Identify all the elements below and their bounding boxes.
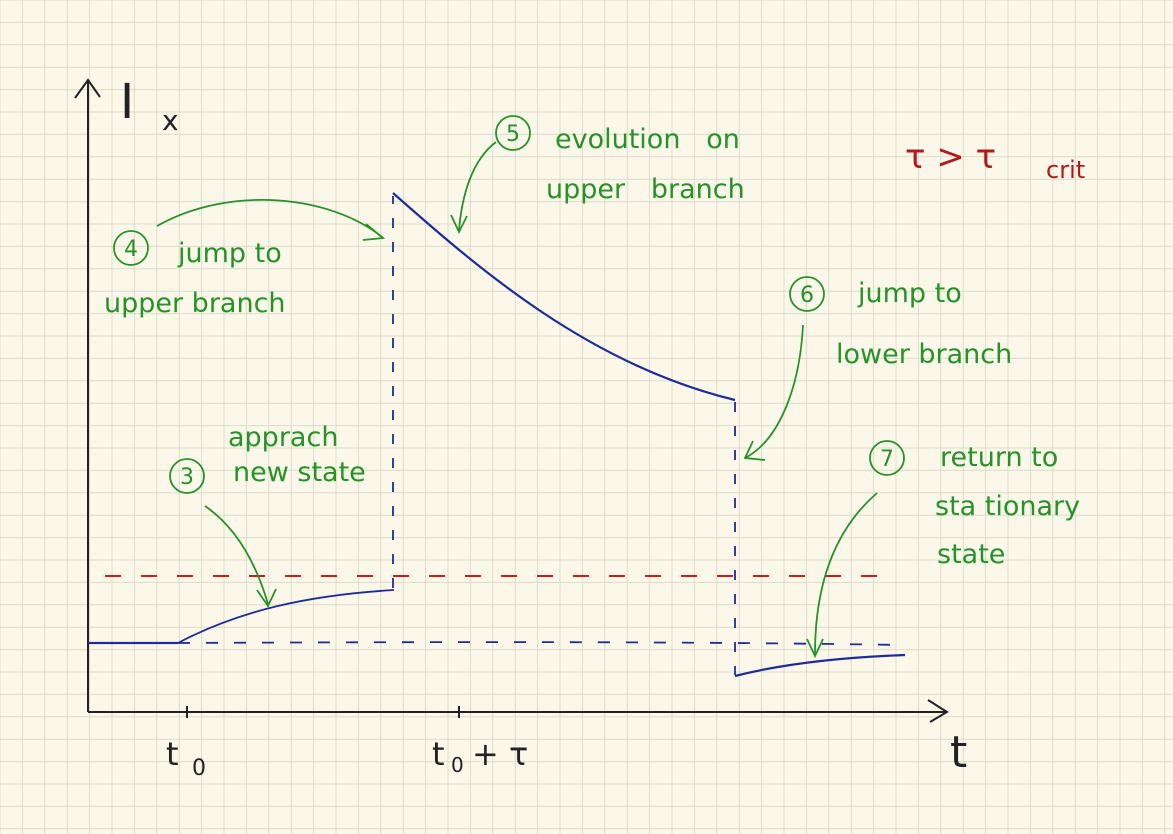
tick-label-t0-plus-tau-subscript: 0	[451, 753, 464, 777]
marker-7-circle	[869, 440, 905, 476]
marker-4-number: 4	[124, 237, 138, 262]
marker-3-number: 3	[180, 465, 194, 490]
arrow-4	[156, 198, 383, 238]
arrow-7-head	[806, 638, 824, 659]
marker-6-number: 6	[800, 283, 814, 308]
annotation-3-line1: apprach	[228, 422, 338, 453]
y-axis-label: I	[120, 74, 134, 130]
annotation-arrows	[156, 141, 878, 659]
annotation-3-line2: new state	[233, 457, 366, 488]
annotation-4-line2: upper branch	[104, 288, 286, 319]
marker-3-circle	[169, 458, 205, 494]
tick-label-t0: t	[166, 735, 179, 773]
annotation-7-line3: state	[937, 539, 1005, 570]
marker-5-number: 5	[506, 122, 520, 147]
annotation-4-line1: jump to	[177, 238, 282, 269]
marker-6-circle	[789, 276, 825, 312]
marker-5-circle	[495, 115, 531, 151]
x-axis-arrowhead	[927, 699, 949, 723]
annotation-markers	[113, 115, 905, 494]
return-segment	[734, 653, 906, 678]
annotation-5-line2: upper branch	[546, 174, 745, 205]
annotation-6-line2: lower branch	[836, 339, 1012, 370]
annotation-7-line1: return to	[940, 442, 1058, 473]
condition-label: τ > τ	[905, 137, 996, 177]
y-axis-arrowhead	[74, 78, 101, 99]
arrow-3-head	[256, 588, 277, 608]
arrow-4-head	[362, 223, 386, 241]
axes	[74, 78, 949, 723]
arrow-3	[204, 505, 269, 605]
x-axis-label: t	[950, 727, 967, 778]
arrow-5	[458, 141, 497, 231]
annotation-5-line1: evolution on	[555, 124, 740, 155]
arrow-7	[814, 492, 878, 655]
stationary-level-dashed-line	[177, 641, 903, 646]
condition-subscript: crit	[1046, 156, 1085, 184]
arrow-6-head	[743, 440, 766, 461]
arrow-6	[744, 324, 804, 459]
tick-label-t0-subscript: 0	[192, 756, 206, 781]
marker-4-circle	[113, 230, 149, 266]
annotation-6-line1: jump to	[857, 278, 962, 309]
arrow-5-head	[450, 214, 468, 235]
tick-label-plus-tau: + τ	[472, 735, 528, 773]
approach-segment	[177, 589, 395, 644]
annotation-7-line2: sta tionary	[935, 491, 1080, 522]
response-curve	[88, 192, 906, 678]
y-axis-label-subscript: x	[162, 104, 179, 137]
upper-branch-segment	[392, 192, 736, 402]
tick-label-t0-plus-tau: t	[432, 735, 445, 773]
marker-7-number: 7	[880, 447, 894, 472]
